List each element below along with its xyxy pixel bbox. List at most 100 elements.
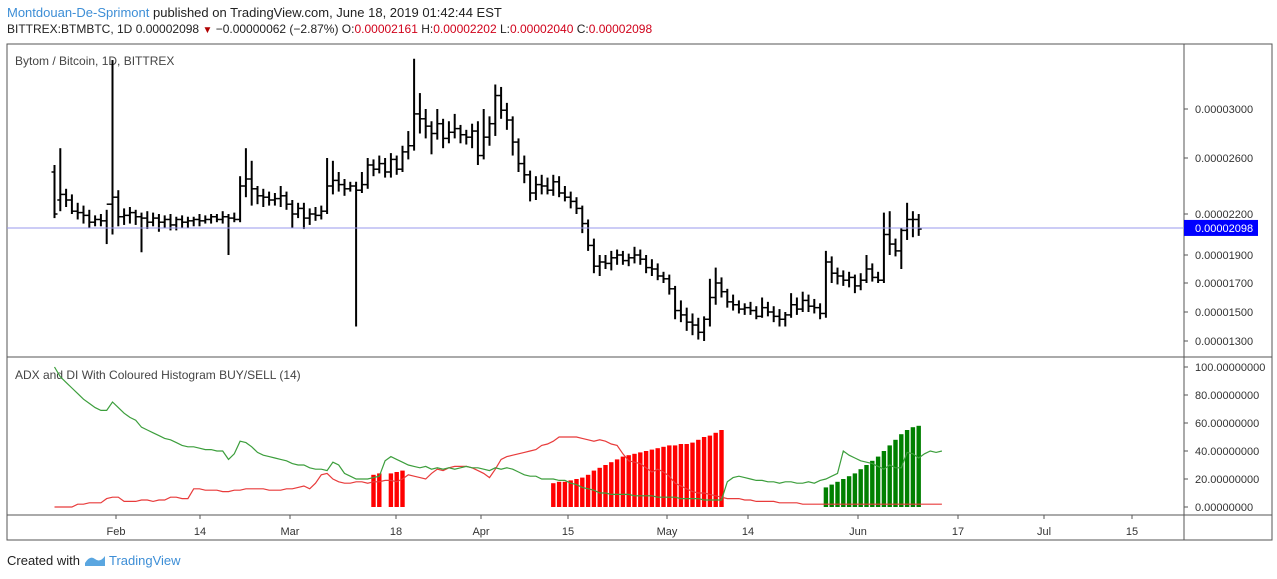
histogram-bar xyxy=(597,467,602,507)
histogram-bar xyxy=(632,453,637,507)
ohlc-bar xyxy=(248,160,255,206)
ohlc-bar xyxy=(121,208,128,225)
histogram-bar xyxy=(574,479,579,507)
indicator-axis[interactable]: 100.00000000 80.00000000 60.00000000 40.000… xyxy=(1184,362,1265,514)
ohlc-bar xyxy=(364,158,371,189)
ohlc-bar xyxy=(115,190,122,227)
ohlc-bar xyxy=(503,102,510,130)
time-tick-label: Apr xyxy=(472,526,489,538)
ohlc-bar xyxy=(637,249,644,265)
ohlc-bar xyxy=(875,271,882,283)
histogram-bar xyxy=(609,462,614,507)
time-tick-label: 14 xyxy=(742,526,754,538)
ohlc-bar xyxy=(469,123,476,149)
indicator-tick-label: 20.00000000 xyxy=(1195,474,1259,486)
ohlc-bar xyxy=(689,313,696,336)
ohlc-bar xyxy=(869,263,876,282)
ohlc-bar xyxy=(376,155,383,174)
time-tick-label: 17 xyxy=(952,526,964,538)
ohlc-bar xyxy=(579,205,586,234)
ohlc-bar xyxy=(382,158,389,178)
ohlc-bar xyxy=(706,278,713,327)
ohlc-bar xyxy=(561,186,568,202)
indicator-pane-title: ADX and DI With Coloured Histogram BUY/S… xyxy=(15,368,301,382)
ohlc-bar xyxy=(300,202,307,230)
ohlc-bar xyxy=(793,297,800,315)
ohlc-bar xyxy=(492,84,499,136)
ohlc-bar xyxy=(759,297,766,318)
ohlc-bar xyxy=(97,214,104,227)
price-axis[interactable]: 0.00003000 0.00002600 0.00002200 0.00001900… xyxy=(1184,104,1253,348)
ohlc-bar xyxy=(74,202,81,220)
symbol-label: BITTREX:BTMBTC, 1D xyxy=(7,22,133,36)
time-axis[interactable]: Feb 14 Mar 18 Apr 15 May 14 Jun 17 Jul 15 xyxy=(107,515,1139,538)
ohlc-bar xyxy=(625,253,632,267)
created-with-label: Created with xyxy=(7,553,80,568)
ohlc-bar xyxy=(422,109,429,139)
last-price-marker: 0.00002098 xyxy=(7,219,1258,236)
price-tick-label: 0.00001700 xyxy=(1195,278,1253,290)
ohlc-bar xyxy=(219,211,226,224)
ohlc-bar xyxy=(480,109,487,160)
histogram-bar xyxy=(852,473,858,507)
histogram-bar xyxy=(371,474,376,507)
indicator-tick-label: 0.00000000 xyxy=(1195,502,1253,514)
histogram-bar xyxy=(893,439,898,507)
histogram-bar xyxy=(713,432,718,507)
ohlc-bar xyxy=(242,148,249,198)
ohlc-bar xyxy=(880,212,887,283)
histogram-bar xyxy=(377,473,382,507)
ohlc-bar xyxy=(416,93,423,134)
tradingview-brand[interactable]: TradingView xyxy=(109,553,181,568)
price-pane-title: Bytom / Bitcoin, 1D, BITTREX xyxy=(15,54,174,68)
ohlc-bar xyxy=(445,121,452,144)
histogram-bar xyxy=(829,484,834,507)
ohlc-bar xyxy=(596,255,603,276)
histogram-bar xyxy=(591,470,597,507)
ohlc-bar xyxy=(538,174,545,195)
ohlc-bar xyxy=(318,205,325,220)
histogram-bar xyxy=(701,437,707,507)
histogram-bar xyxy=(626,455,631,507)
histogram-bar xyxy=(910,427,916,507)
ohlc-bar xyxy=(811,298,818,314)
histogram-bar xyxy=(690,442,695,507)
symbol-info-line: BITTREX:BTMBTC, 1D 0.00002098 ▼ −0.00000… xyxy=(7,22,652,36)
ohlc-bar xyxy=(904,202,911,240)
histogram-bar xyxy=(400,470,405,507)
histogram-bar xyxy=(620,456,626,507)
tradingview-logo-icon[interactable] xyxy=(84,553,109,568)
price-tick-label: 0.00001300 xyxy=(1195,336,1253,348)
ohlc-bar xyxy=(846,271,853,288)
histogram-bar xyxy=(904,430,910,507)
histogram-bar xyxy=(841,479,846,507)
ohlc-bar xyxy=(109,60,116,235)
ohlc-bar xyxy=(231,212,238,223)
author-link[interactable]: Montdouan-De-Sprimont xyxy=(7,5,150,20)
price-tick-label: 0.00002600 xyxy=(1195,153,1253,165)
low-value: 0.00002040 xyxy=(509,22,574,36)
ohlc-bar xyxy=(295,202,302,219)
ohlc-bar xyxy=(335,172,342,192)
histogram-bar xyxy=(655,448,660,507)
ohlc-bar xyxy=(631,246,638,264)
ohlc-bar xyxy=(648,259,655,276)
ohlc-bar xyxy=(254,186,261,205)
histogram-bar xyxy=(881,451,887,507)
time-tick-label: Feb xyxy=(107,526,126,538)
ohlc-bar xyxy=(428,121,435,155)
down-arrow-icon: ▼ xyxy=(202,25,213,36)
ohlc-bar xyxy=(57,148,64,212)
ohlc-bar xyxy=(834,267,841,285)
ohlc-bar xyxy=(712,267,719,305)
ohlc-bars xyxy=(51,58,922,341)
ohlc-bar xyxy=(434,109,441,140)
ohlc-bar xyxy=(544,177,551,195)
ohlc-bar xyxy=(550,174,557,196)
ohlc-bar xyxy=(851,274,858,294)
histogram-bar xyxy=(603,465,608,507)
ohlc-bar xyxy=(735,300,742,314)
last-price-value: 0.00002098 xyxy=(135,22,200,36)
outer-border xyxy=(6,43,1273,541)
